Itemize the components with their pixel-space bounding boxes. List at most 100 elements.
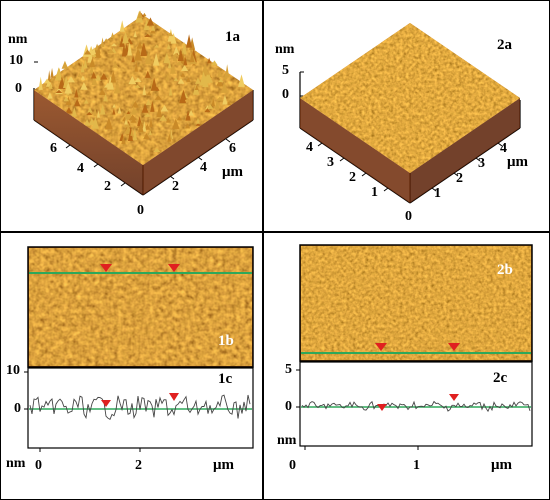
panel-1b-label: 1b <box>218 333 234 349</box>
panel-2a-right-tick-1: 1 <box>434 186 441 201</box>
surface-peak <box>175 60 184 66</box>
surface-peak <box>165 74 170 81</box>
surface-peak <box>89 65 94 73</box>
surface-peak <box>87 107 93 113</box>
surface-peak <box>195 122 201 126</box>
surface-peak <box>82 44 91 57</box>
panel-2a-unit: μm <box>507 154 528 170</box>
surface-peak <box>50 67 54 78</box>
surface-peak <box>121 42 127 57</box>
surface-peak <box>183 56 188 66</box>
surface-peak <box>142 84 147 95</box>
surface-peak <box>67 76 76 83</box>
surface-peak <box>133 30 137 38</box>
surface-peak <box>89 57 96 68</box>
surface-peak <box>172 118 180 129</box>
marker-2b-b <box>448 343 460 351</box>
surface-peak <box>198 82 205 86</box>
surface-peak <box>173 77 179 82</box>
panel-1a-z-tick-0: 0 <box>15 81 22 96</box>
surface-peak <box>142 121 147 132</box>
surface-peak <box>214 99 220 109</box>
surface-peak <box>207 57 212 64</box>
surface-peak <box>96 110 100 118</box>
surface-peak <box>184 123 191 129</box>
surface-peak <box>131 105 137 115</box>
surface-peak <box>180 89 187 100</box>
surface-peak <box>169 65 177 74</box>
surface-peak <box>103 92 108 102</box>
surface-peak <box>141 103 149 113</box>
marker-1b-a <box>100 264 112 272</box>
surface-peak <box>131 100 139 108</box>
surface-peak <box>216 69 223 78</box>
surface-peak <box>43 78 51 84</box>
surface-peak <box>206 103 214 109</box>
panel-1c-profile <box>24 367 254 452</box>
surface-peak <box>132 127 138 141</box>
surface-peak <box>189 49 195 63</box>
surface-peak <box>124 118 128 125</box>
panel-2a-right-tick-2: 2 <box>456 171 463 186</box>
panel-1a-right-tick-4: 4 <box>200 160 207 175</box>
panel-2a-right-tick-3: 3 <box>478 156 485 171</box>
surface-peak <box>119 20 125 32</box>
surface-peak <box>110 32 115 38</box>
surface-peak <box>127 41 133 56</box>
panel-1c-label: 1c <box>218 371 233 387</box>
surface-peak <box>144 33 152 37</box>
surface-peak <box>106 75 115 90</box>
surface-peak <box>199 71 208 85</box>
surface-peak <box>147 91 152 96</box>
surface-peak <box>180 72 186 77</box>
panel-1c-x-tick-2: 2 <box>135 458 142 473</box>
panel-1a-right-tick-2: 2 <box>172 179 179 194</box>
panel-2c-profile <box>296 361 533 450</box>
surface-peak <box>80 61 85 73</box>
panel-1b-topview <box>27 246 254 368</box>
panel-2a-z-tick-5: 5 <box>282 63 289 78</box>
surface-peak <box>87 48 94 63</box>
surface-peak <box>119 35 125 47</box>
surface-peak <box>154 95 163 100</box>
surface-peak <box>225 64 230 78</box>
surface-peak <box>100 37 105 48</box>
panel-1a-left-tick-2: 2 <box>104 179 111 194</box>
surface-peak <box>65 107 73 114</box>
panel-1a-surface-view <box>33 10 254 196</box>
marker-2b-a <box>375 343 387 351</box>
panel-2c-x-unit: μm <box>491 457 512 473</box>
surface-peak <box>211 60 218 66</box>
surface-peak <box>166 43 171 50</box>
surface-peak <box>88 117 95 126</box>
surface-peak <box>152 53 160 66</box>
surface-peak <box>181 41 187 55</box>
surface-peak <box>126 110 131 115</box>
panel-2a-label: 2a <box>497 37 512 53</box>
surface-peak <box>111 63 120 68</box>
surface-peak <box>216 79 224 87</box>
surface-peak <box>195 77 201 84</box>
surface-peak <box>121 135 126 145</box>
surface-peak <box>130 129 134 136</box>
surface-peak <box>99 89 106 95</box>
panel-2b-label: 2b <box>497 262 513 278</box>
panel-2c-x-tick-1: 1 <box>413 458 420 473</box>
surface-peak <box>58 76 66 89</box>
surface-peak <box>91 116 99 129</box>
surface-peak <box>201 63 209 75</box>
surface-peak <box>94 74 102 81</box>
surface-peak <box>181 64 189 71</box>
surface-peak <box>186 77 191 83</box>
surface-peak <box>80 82 88 90</box>
surface-peak <box>104 38 109 42</box>
surface-peak <box>166 117 171 123</box>
surface-peak <box>57 67 62 81</box>
surface-peak <box>186 34 193 48</box>
surface-peak <box>148 130 153 136</box>
surface-peak <box>216 96 224 101</box>
surface-peak <box>48 83 53 89</box>
panel-1a-right-tick-6: 6 <box>229 141 236 156</box>
panel-1a-z-unit: nm <box>8 32 28 47</box>
surface-peak <box>110 70 116 83</box>
